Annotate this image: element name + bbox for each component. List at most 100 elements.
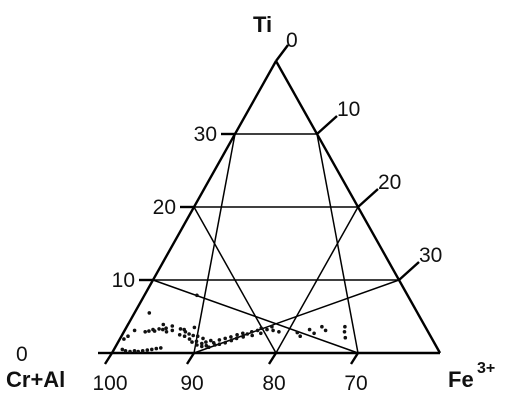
tick-labels: 0 10 20 30 0 100 90 80 70 10 20 30 <box>16 29 442 393</box>
data-point <box>250 333 254 338</box>
data-point <box>312 331 316 336</box>
data-point <box>161 322 166 327</box>
tick-right-10 <box>316 115 338 135</box>
data-point <box>178 327 183 331</box>
data-point <box>177 333 182 337</box>
data-point <box>209 338 213 343</box>
right-label-10: 10 <box>337 98 360 121</box>
grid-line-right-parallel-70 <box>152 279 359 354</box>
data-point <box>241 331 245 336</box>
data-point <box>157 327 161 331</box>
data-point <box>183 330 188 334</box>
apex-label-fe-superscript: 3+ <box>477 360 495 377</box>
base-label-80: 80 <box>262 372 285 393</box>
data-point <box>298 334 303 339</box>
data-point <box>223 341 227 345</box>
data-point <box>126 334 130 339</box>
data-point <box>143 330 147 334</box>
data-point <box>195 293 199 298</box>
data-point <box>270 324 274 329</box>
data-point <box>343 335 348 340</box>
tick-base-100 <box>103 352 114 365</box>
data-point <box>271 328 275 333</box>
tick-base-70 <box>349 352 360 365</box>
ti-label-10: 10 <box>112 269 135 292</box>
data-point <box>164 330 169 334</box>
data-point <box>187 337 192 341</box>
right-label-20: 20 <box>378 171 401 194</box>
data-points <box>120 293 348 354</box>
base-label-90: 90 <box>180 372 203 393</box>
data-point <box>170 324 175 328</box>
data-point <box>152 329 157 333</box>
data-point <box>192 325 197 330</box>
data-point <box>235 333 239 337</box>
data-point <box>265 327 269 332</box>
tick-base-80 <box>267 352 278 365</box>
tick-marks <box>98 44 420 365</box>
right-label-30: 30 <box>419 244 442 267</box>
data-point <box>234 336 239 341</box>
data-point <box>200 344 204 349</box>
data-point <box>229 335 233 339</box>
apex-label-fe: Fe <box>448 367 474 392</box>
data-point <box>164 326 168 331</box>
data-point <box>223 336 227 341</box>
data-point <box>217 338 222 342</box>
tick-right-20 <box>357 188 379 208</box>
data-point <box>204 340 208 344</box>
data-point <box>120 347 125 352</box>
data-point <box>343 324 347 329</box>
data-point <box>159 346 163 350</box>
data-point <box>132 328 137 333</box>
data-point <box>170 328 175 333</box>
data-point <box>140 349 145 353</box>
data-point <box>194 339 199 344</box>
data-point <box>191 333 195 338</box>
apex-label-cr-al: Cr+Al <box>6 367 65 392</box>
data-point <box>277 330 281 334</box>
data-point <box>136 349 140 354</box>
data-point <box>147 311 152 315</box>
data-point <box>161 327 165 332</box>
data-point <box>187 332 191 336</box>
data-point <box>201 336 205 341</box>
data-point <box>132 349 137 353</box>
ti-label-30: 30 <box>194 123 217 146</box>
data-point <box>154 346 159 351</box>
data-point <box>229 338 234 343</box>
apex-label-ti: Ti <box>253 12 272 37</box>
ti-label-base-0: 0 <box>16 343 28 366</box>
grid-lines <box>152 133 400 354</box>
data-point <box>342 330 347 334</box>
base-label-70: 70 <box>344 372 367 393</box>
grid-line-left-parallel-70 <box>316 133 359 354</box>
data-point <box>241 335 245 339</box>
data-point <box>190 340 194 344</box>
data-point <box>245 332 250 336</box>
data-point <box>255 328 260 333</box>
data-point <box>195 334 200 339</box>
data-point <box>323 328 328 333</box>
data-point <box>259 331 263 336</box>
ti-label-20: 20 <box>153 196 176 219</box>
data-point <box>182 334 187 339</box>
data-point <box>195 343 199 347</box>
grid-line-left-parallel-80 <box>275 206 359 354</box>
data-point <box>295 330 300 335</box>
data-point <box>128 349 132 354</box>
data-point <box>150 347 154 352</box>
data-point <box>259 326 264 331</box>
data-point <box>200 341 204 346</box>
data-point <box>213 343 217 347</box>
data-point <box>320 324 324 329</box>
base-label-100: 100 <box>92 372 127 393</box>
tick-right-30 <box>398 261 420 281</box>
data-point <box>307 327 312 332</box>
ti-label-apex-0: 0 <box>286 29 298 52</box>
data-point <box>123 349 128 353</box>
data-point <box>122 337 126 341</box>
data-point <box>217 342 222 347</box>
data-point <box>147 329 151 333</box>
